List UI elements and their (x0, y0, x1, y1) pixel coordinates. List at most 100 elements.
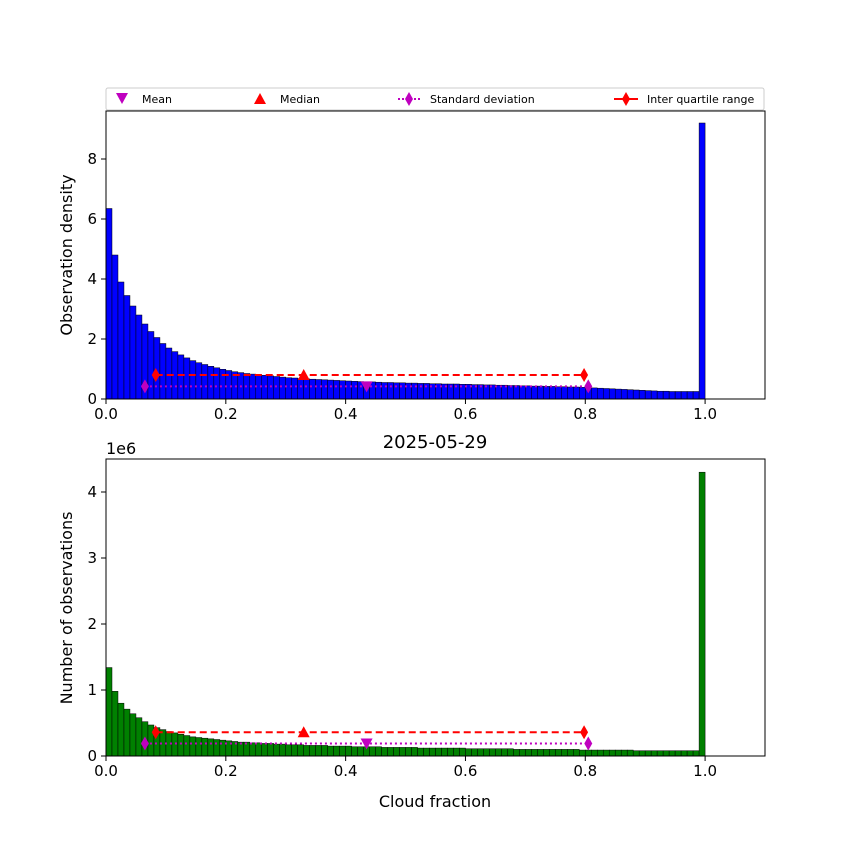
top-bar (207, 366, 215, 400)
top-mean-marker (360, 381, 373, 393)
top-bar (507, 385, 514, 400)
bottom-bar (171, 732, 179, 757)
top-bar (603, 388, 610, 400)
bottom-bar (123, 708, 131, 757)
top-bar (327, 379, 334, 400)
top-bar (159, 343, 167, 400)
bottom-bar (279, 743, 286, 757)
legend-iqr-marker (622, 92, 630, 106)
bottom-bar (620, 749, 628, 757)
top-y-tick-label: 2 (87, 330, 97, 348)
bottom-bar (656, 750, 664, 757)
top-bar (537, 385, 544, 400)
bottom-bar (626, 749, 634, 757)
bottom-y-tick-label: 0 (87, 747, 97, 765)
bottom-bar (447, 747, 454, 757)
bottom-bar (357, 746, 364, 757)
bottom-chart-title: 2025-05-29 (383, 432, 488, 453)
bottom-median-marker (297, 726, 310, 738)
bottom-bar (698, 471, 706, 757)
bottom-bar (117, 702, 125, 757)
legend-median-label: Median (280, 93, 320, 106)
top-bar (393, 382, 400, 400)
top-bar (656, 390, 664, 400)
bottom-stats (140, 725, 593, 751)
legend-std-label: Standard deviation (430, 93, 535, 106)
top-bar (549, 386, 556, 400)
bottom-bar (513, 749, 520, 757)
bottom-bar (555, 749, 562, 757)
top-bar (189, 360, 197, 400)
bottom-iqr-marker (151, 725, 160, 740)
bottom-std-marker (584, 736, 593, 751)
bottom-bar (213, 739, 221, 757)
legend-median-marker (254, 93, 266, 104)
top-y-tick-label: 6 (87, 210, 97, 228)
bottom-bar (614, 749, 622, 757)
bottom-bar (255, 742, 263, 757)
legend-entry-median: Median (254, 93, 320, 106)
bottom-bar (261, 743, 269, 757)
top-bar (573, 386, 580, 400)
top-bar (297, 378, 304, 400)
top-bar (543, 386, 550, 400)
bottom-bar (579, 749, 586, 757)
bottom-bar (549, 749, 556, 757)
legend-entry-mean: Mean (116, 93, 172, 106)
bottom-bar (291, 744, 298, 757)
bottom-bar (638, 750, 646, 757)
top-bar (399, 382, 406, 400)
bottom-bar (207, 738, 215, 757)
bottom-bar (327, 745, 334, 757)
top-bar (153, 337, 161, 400)
top-bars (105, 122, 706, 400)
top-y-tick-label: 8 (87, 150, 97, 168)
bottom-y-tick-label: 2 (87, 615, 97, 633)
top-bar (650, 390, 658, 400)
top-bar (303, 378, 310, 400)
bottom-x-tick-label: 0.0 (94, 762, 118, 780)
top-bar (626, 389, 634, 400)
top-x-tick-label: 0.2 (214, 405, 238, 423)
bottom-bar (177, 733, 185, 757)
top-x-tick-label: 0.4 (334, 405, 358, 423)
legend-mean-label: Mean (142, 93, 172, 106)
top-std-marker (584, 379, 593, 394)
bottom-bar (303, 745, 310, 757)
bottom-bar (668, 750, 676, 757)
top-bar (644, 390, 652, 400)
top-iqr-marker (580, 368, 589, 382)
bottom-bar (692, 750, 700, 757)
bottom-bar (417, 747, 424, 757)
bottom-bar (435, 747, 442, 757)
bottom-bar (267, 743, 274, 757)
top-x-tick-label: 0.8 (573, 405, 597, 423)
bottom-bar (561, 749, 568, 757)
bottom-bar (650, 750, 658, 757)
top-bar (195, 362, 203, 400)
bottom-x-tick-label: 1.0 (693, 762, 717, 780)
top-bar (165, 347, 173, 400)
bottom-bar (543, 749, 550, 757)
top-y-ticks: 0 2 4 6 8 (87, 150, 106, 408)
top-bar (273, 376, 280, 400)
top-x-tick-label: 0.6 (454, 405, 478, 423)
bottom-bar (471, 748, 478, 757)
bottom-bar (183, 735, 191, 757)
bottom-x-tick-label: 0.6 (454, 762, 478, 780)
bottom-y-axis-label: Number of observations (57, 512, 76, 705)
bottom-bar (680, 750, 688, 757)
top-bar (345, 380, 352, 400)
legend-frame (105, 87, 765, 111)
bottom-bar (381, 747, 388, 757)
top-bar (213, 367, 221, 400)
bottom-bar (423, 747, 430, 757)
bottom-bar (573, 749, 580, 757)
bottom-mean-marker (360, 738, 373, 750)
top-median-marker (297, 369, 310, 380)
bottom-bar (525, 749, 532, 757)
top-bar (692, 391, 700, 400)
bottom-bar (297, 744, 304, 757)
